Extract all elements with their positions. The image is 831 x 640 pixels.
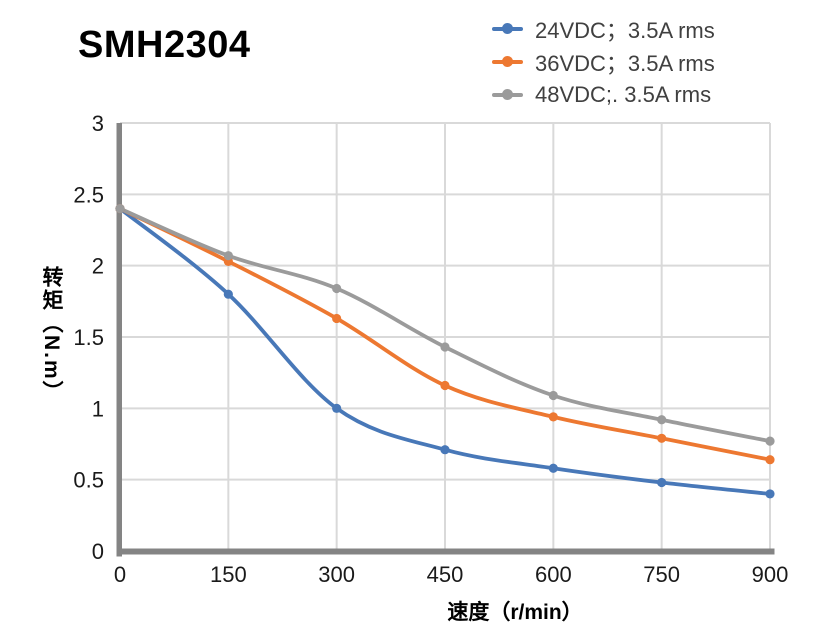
legend-marker-icon — [492, 88, 523, 101]
data-point-marker — [332, 283, 342, 294]
x-axis-label: 速度（r/min） — [447, 601, 583, 624]
x-tick-label: 450 — [427, 562, 464, 587]
data-point-marker — [657, 415, 667, 425]
legend-item: 24VDC；3.5A rms — [492, 12, 715, 45]
data-point-marker — [223, 251, 233, 261]
x-tick-label: 600 — [535, 562, 572, 587]
legend: 24VDC；3.5A rms 36VDC；3.5A rms 48VDC;. 3.5A… — [492, 12, 715, 111]
data-point-marker — [440, 445, 450, 455]
x-tick-label: 900 — [752, 562, 789, 587]
y-axis-line — [116, 123, 122, 557]
x-tick-label: 0 — [114, 562, 126, 587]
legend-item-label: 24VDC；3.5A rms — [535, 17, 715, 43]
y-tick-label: 0.5 — [73, 468, 104, 493]
legend-marker-icon — [492, 55, 523, 68]
y-tick-label: 1.5 — [73, 325, 104, 350]
data-point-marker — [332, 313, 342, 324]
data-point-marker — [657, 433, 667, 443]
data-point-marker — [548, 463, 558, 473]
data-point-marker — [548, 412, 558, 422]
legend-item-label: 36VDC；3.5A rms — [535, 50, 715, 76]
y-tick-label: 1 — [92, 396, 104, 421]
x-tick-label: 150 — [210, 562, 247, 587]
x-tick-label: 300 — [318, 562, 355, 587]
x-axis-line — [116, 548, 775, 555]
y-axis-label: 转矩（N.m） — [40, 266, 63, 404]
y-tick-label: 3 — [92, 111, 104, 136]
x-tick-label: 750 — [643, 562, 680, 587]
data-point-marker — [765, 489, 775, 499]
legend-item: 36VDC；3.5A rms — [492, 45, 715, 78]
chart-title: SMH2304 — [78, 24, 251, 66]
data-point-marker — [115, 204, 125, 214]
data-point-marker — [223, 289, 233, 299]
legend-item-label: 48VDC;. 3.5A rms — [535, 81, 712, 107]
data-point-marker — [548, 390, 558, 401]
data-point-marker — [765, 455, 775, 465]
y-tick-label: 2 — [92, 254, 104, 279]
y-tick-label: 0 — [92, 539, 104, 564]
data-point-marker — [440, 380, 450, 391]
data-point-marker — [765, 436, 775, 446]
data-point-marker — [657, 477, 667, 488]
data-point-marker — [440, 342, 450, 352]
legend-marker-icon — [492, 22, 523, 35]
y-tick-label: 2.5 — [73, 182, 104, 207]
data-point-marker — [332, 403, 342, 413]
legend-item: 48VDC;. 3.5A rms — [492, 78, 715, 111]
